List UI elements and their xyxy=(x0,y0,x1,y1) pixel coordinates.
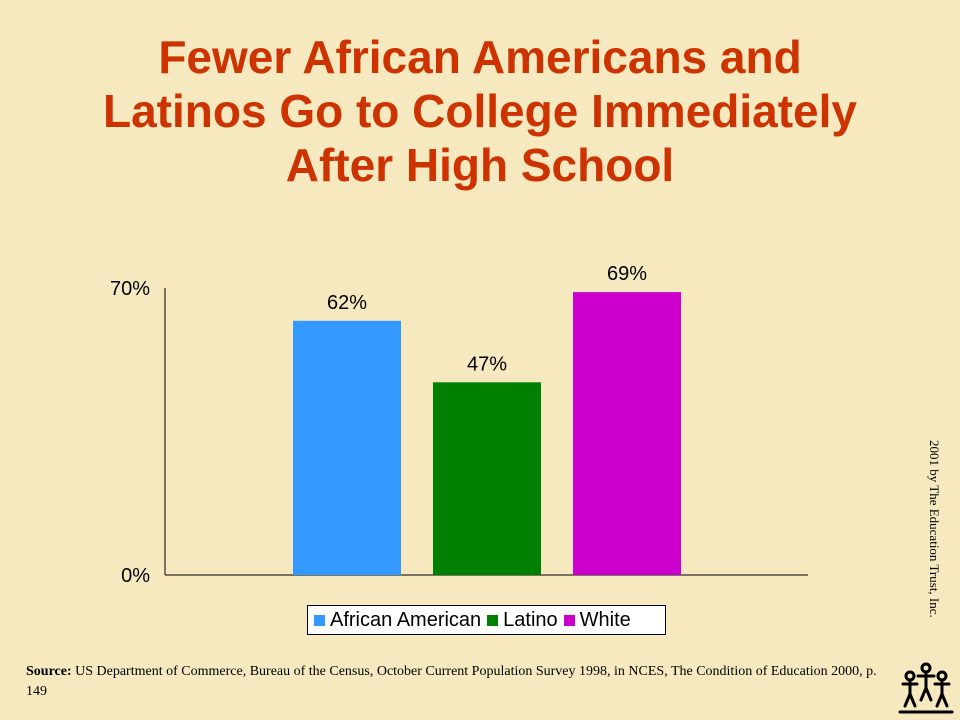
title-line: Fewer African Americans and xyxy=(158,31,802,83)
copyright-notice: 2001 by The Education Trust, Inc. xyxy=(927,440,942,618)
legend-item: African American xyxy=(314,609,481,632)
title-line: After High School xyxy=(285,139,675,191)
data-label: 62% xyxy=(327,292,367,314)
bar xyxy=(293,320,401,575)
source-note: Source: US Department of Commerce, Burea… xyxy=(26,662,886,702)
bar xyxy=(573,292,681,575)
legend-swatch xyxy=(563,614,575,626)
source-label: Source: xyxy=(26,664,72,679)
data-label: 69% xyxy=(607,263,647,285)
title-line: Latinos Go to College Immediately xyxy=(102,85,857,137)
y-tick-label: 0% xyxy=(121,565,150,587)
slide-title: Fewer African Americans and Latinos Go t… xyxy=(0,30,960,192)
legend-label: African American xyxy=(330,608,482,631)
legend-item: White xyxy=(563,608,631,632)
y-tick-label: 70% xyxy=(110,278,150,300)
education-trust-logo-icon xyxy=(898,662,954,714)
chart-legend: African American Latino White xyxy=(307,605,666,635)
legend-item: Latino xyxy=(487,609,558,632)
legend-swatch xyxy=(314,614,325,626)
legend-label: Latino xyxy=(503,608,558,631)
legend-swatch xyxy=(487,614,499,626)
data-label: 47% xyxy=(467,353,507,375)
legend-label: White xyxy=(579,608,631,631)
bar xyxy=(433,382,541,575)
source-text: US Department of Commerce, Bureau of the… xyxy=(26,664,877,699)
